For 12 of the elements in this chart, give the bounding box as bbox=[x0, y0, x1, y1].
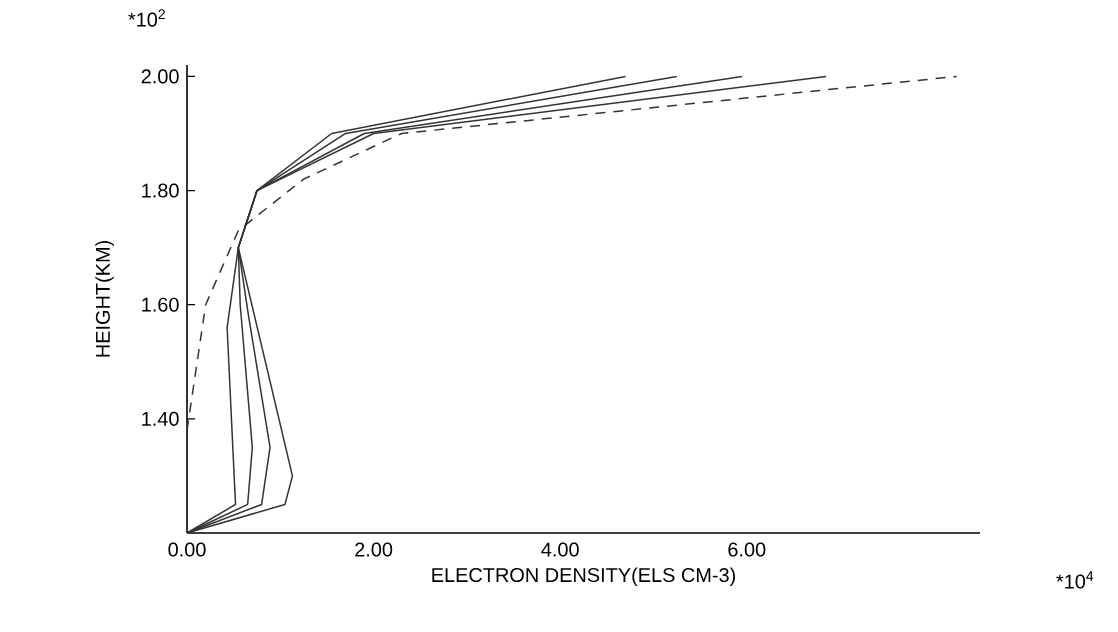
y-tick-label: 2.00 bbox=[141, 69, 179, 84]
y-tick-label: 1.80 bbox=[142, 183, 179, 198]
x-axis-title: ELECTRON DENSITY(ELS CM-3) bbox=[432, 567, 736, 587]
y-axis-title: HEIGHT(KM) bbox=[95, 241, 114, 357]
y-tick-label: 1.60 bbox=[142, 297, 179, 312]
x-tick-label: 2.00 bbox=[355, 542, 393, 557]
x-tick-label: 4.00 bbox=[541, 542, 579, 557]
x-tick-label: 0.00 bbox=[168, 542, 206, 557]
x-tick-label: 6.00 bbox=[728, 542, 766, 557]
text: *10$^{2}$ bbox=[128, 9, 165, 27]
text: *10$^{4}$ bbox=[1056, 571, 1094, 589]
y-tick-label: 1.40 bbox=[142, 411, 179, 426]
